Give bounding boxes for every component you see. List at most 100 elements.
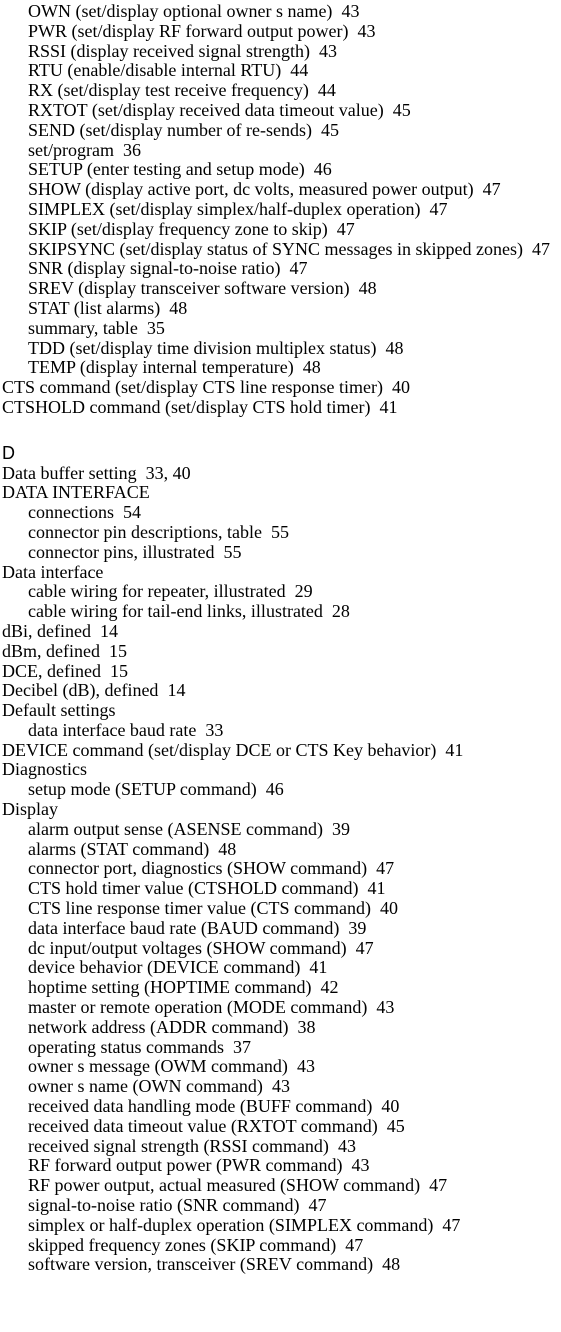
entry-text: RSSI (display received signal strength) bbox=[28, 41, 310, 61]
index-entry: CTS line response timer value (CTS comma… bbox=[0, 899, 561, 919]
page-number: 43 bbox=[367, 997, 394, 1017]
page-number: 43 bbox=[329, 1136, 356, 1156]
page-number: 48 bbox=[373, 1254, 400, 1274]
index-entry: network address (ADDR command)38 bbox=[0, 1018, 561, 1038]
index-entry: CTS hold timer value (CTSHOLD command)41 bbox=[0, 879, 561, 899]
page-number: 47 bbox=[367, 858, 394, 878]
entry-text: TEMP (display internal temperature) bbox=[28, 357, 294, 377]
page-number: 37 bbox=[224, 1037, 251, 1057]
entry-text: Default settings bbox=[2, 700, 115, 720]
entry-text: CTSHOLD command (set/display CTS hold ti… bbox=[2, 397, 370, 417]
entry-text: Decibel (dB), defined bbox=[2, 680, 158, 700]
index-entry: SETUP (enter testing and setup mode)46 bbox=[0, 160, 561, 180]
page-number: 47 bbox=[336, 1235, 363, 1255]
entry-text: connector port, diagnostics (SHOW comman… bbox=[28, 858, 367, 878]
entry-text: data interface baud rate bbox=[28, 720, 196, 740]
index-entry: received data timeout value (RXTOT comma… bbox=[0, 1117, 561, 1137]
page-number: 43 bbox=[263, 1076, 290, 1096]
page-number: 47 bbox=[328, 219, 355, 239]
entry-text: SETUP (enter testing and setup mode) bbox=[28, 159, 305, 179]
entry-text: SKIP (set/display frequency zone to skip… bbox=[28, 219, 328, 239]
index-entry: PWR (set/display RF forward output power… bbox=[0, 22, 561, 42]
entry-text: SKIPSYNC (set/display status of SYNC mes… bbox=[28, 239, 523, 259]
entry-text: CTS hold timer value (CTSHOLD command) bbox=[28, 878, 358, 898]
index-entry: Display bbox=[0, 800, 561, 820]
index-entry: owner s message (OWM command)43 bbox=[0, 1057, 561, 1077]
index-entry: SHOW (display active port, dc volts, mea… bbox=[0, 180, 561, 200]
entry-text: set/program bbox=[28, 140, 114, 160]
index-entry: Diagnostics bbox=[0, 760, 561, 780]
entry-text: connections bbox=[28, 502, 114, 522]
index-entry: signal-to-noise ratio (SNR command)47 bbox=[0, 1196, 561, 1216]
index-entry: RTU (enable/disable internal RTU)44 bbox=[0, 61, 561, 81]
page-number: 39 bbox=[339, 918, 366, 938]
entry-text: Data interface bbox=[2, 562, 103, 582]
index-entry: cable wiring for tail-end links, illustr… bbox=[0, 602, 561, 622]
index-entry: dc input/output voltages (SHOW command)4… bbox=[0, 939, 561, 959]
entry-text: DCE, defined bbox=[2, 661, 101, 681]
page-number: 44 bbox=[309, 80, 336, 100]
entry-text: dBi, defined bbox=[2, 621, 91, 641]
index-entry: CTS command (set/display CTS line respon… bbox=[0, 378, 561, 398]
entry-text: SNR (display signal-to-noise ratio) bbox=[28, 258, 280, 278]
index-entry: skipped frequency zones (SKIP command)47 bbox=[0, 1236, 561, 1256]
page-number: 39 bbox=[323, 819, 350, 839]
entry-text: received data timeout value (RXTOT comma… bbox=[28, 1116, 378, 1136]
index-entry: hoptime setting (HOPTIME command)42 bbox=[0, 978, 561, 998]
entry-text: SHOW (display active port, dc volts, mea… bbox=[28, 179, 474, 199]
page-number: 44 bbox=[281, 60, 308, 80]
entry-text: RF forward output power (PWR command) bbox=[28, 1155, 342, 1175]
page-number: 43 bbox=[342, 1155, 369, 1175]
index-entry: OWN (set/display optional owner s name)4… bbox=[0, 2, 561, 22]
index-entry: operating status commands37 bbox=[0, 1038, 561, 1058]
page-number: 47 bbox=[299, 1195, 326, 1215]
entry-text: skipped frequency zones (SKIP command) bbox=[28, 1235, 336, 1255]
entry-text: software version, transceiver (SREV comm… bbox=[28, 1254, 373, 1274]
page-number: 47 bbox=[523, 239, 550, 259]
page-number: 42 bbox=[311, 977, 338, 997]
entry-text: PWR (set/display RF forward output power… bbox=[28, 21, 348, 41]
page-number: 43 bbox=[332, 1, 359, 21]
index-entry: SREV (display transceiver software versi… bbox=[0, 279, 561, 299]
index-entry: DEVICE command (set/display DCE or CTS K… bbox=[0, 741, 561, 761]
entry-text: RTU (enable/disable internal RTU) bbox=[28, 60, 281, 80]
index-entry: CTSHOLD command (set/display CTS hold ti… bbox=[0, 398, 561, 418]
entry-text: alarms (STAT command) bbox=[28, 839, 209, 859]
index-entry: SIMPLEX (set/display simplex/half-duplex… bbox=[0, 200, 561, 220]
index-entry: connector port, diagnostics (SHOW comman… bbox=[0, 859, 561, 879]
page-number: 55 bbox=[214, 542, 241, 562]
page-number: 28 bbox=[323, 601, 350, 621]
entry-text: connector pins, illustrated bbox=[28, 542, 214, 562]
page-number: 43 bbox=[348, 21, 375, 41]
index-entry: connector pin descriptions, table55 bbox=[0, 523, 561, 543]
index-entry: RSSI (display received signal strength)4… bbox=[0, 42, 561, 62]
page-number: 45 bbox=[378, 1116, 405, 1136]
index-entry: SKIP (set/display frequency zone to skip… bbox=[0, 220, 561, 240]
entry-text: summary, table bbox=[28, 318, 138, 338]
page-number: 40 bbox=[372, 1096, 399, 1116]
index-entry: connector pins, illustrated55 bbox=[0, 543, 561, 563]
entry-text: SIMPLEX (set/display simplex/half-duplex… bbox=[28, 199, 420, 219]
index-entry: connections54 bbox=[0, 503, 561, 523]
page-number: 36 bbox=[114, 140, 141, 160]
page-number: 48 bbox=[209, 839, 236, 859]
index-entry: data interface baud rate (BAUD command)3… bbox=[0, 919, 561, 939]
entry-text: setup mode (SETUP command) bbox=[28, 779, 257, 799]
page-number: 48 bbox=[376, 338, 403, 358]
index-entry: device behavior (DEVICE command)41 bbox=[0, 958, 561, 978]
entry-text: RXTOT (set/display received data timeout… bbox=[28, 100, 384, 120]
index-entry: master or remote operation (MODE command… bbox=[0, 998, 561, 1018]
page-number: 33 bbox=[196, 720, 223, 740]
page-number: 55 bbox=[262, 522, 289, 542]
page-number: 45 bbox=[384, 100, 411, 120]
entry-text: alarm output sense (ASENSE command) bbox=[28, 819, 323, 839]
index-entry: STAT (list alarms)48 bbox=[0, 299, 561, 319]
index-entry: alarms (STAT command)48 bbox=[0, 840, 561, 860]
entry-text: Data buffer setting bbox=[2, 463, 137, 483]
index-entry: received signal strength (RSSI command)4… bbox=[0, 1137, 561, 1157]
page-number: 14 bbox=[91, 621, 118, 641]
entry-text: RF power output, actual measured (SHOW c… bbox=[28, 1175, 420, 1195]
entry-text: CTS command (set/display CTS line respon… bbox=[2, 377, 383, 397]
section-gap bbox=[0, 418, 561, 436]
entry-text: SEND (set/display number of re-sends) bbox=[28, 120, 312, 140]
